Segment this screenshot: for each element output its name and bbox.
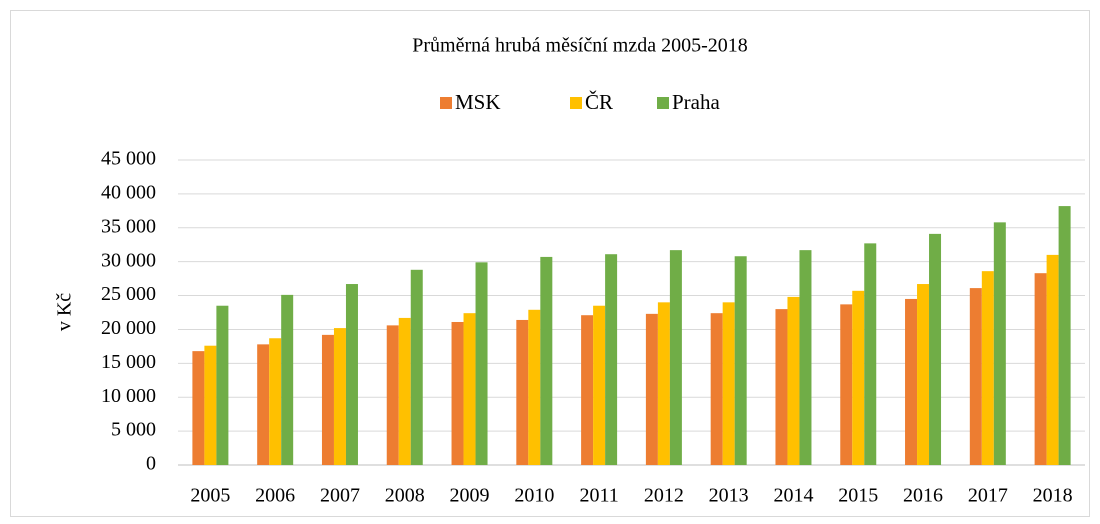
y-tick-label: 45 000 — [101, 148, 156, 170]
legend-swatch — [657, 97, 669, 109]
bar — [1046, 254, 1059, 465]
bar — [645, 313, 658, 465]
y-tick-label: 30 000 — [101, 249, 156, 271]
bar — [905, 298, 918, 465]
x-tick-label: 2011 — [579, 485, 618, 507]
y-tick-label: 20 000 — [101, 317, 156, 339]
bar — [929, 233, 942, 465]
y-axis-label: v Kč — [54, 293, 76, 331]
bar — [321, 334, 334, 465]
bar — [1034, 273, 1047, 465]
bar — [463, 313, 476, 465]
bar — [516, 319, 529, 465]
x-tick-label: 2008 — [385, 485, 425, 507]
legend-swatch — [570, 97, 582, 109]
y-tick-label: 40 000 — [101, 181, 156, 203]
x-tick-label: 2018 — [1033, 485, 1073, 507]
bar — [981, 271, 994, 465]
x-tick-label: 2013 — [709, 485, 749, 507]
y-tick-label: 10 000 — [101, 385, 156, 407]
bar — [281, 294, 294, 465]
bar — [799, 250, 812, 465]
bar — [475, 262, 488, 465]
bar — [410, 269, 423, 465]
bar — [1058, 206, 1071, 466]
bar — [657, 302, 670, 465]
bar — [216, 305, 229, 465]
bar — [345, 284, 358, 465]
bar — [969, 288, 982, 465]
bar — [528, 309, 541, 465]
legend-label: Praha — [672, 90, 720, 114]
y-tick-label: 15 000 — [101, 351, 156, 373]
chart-title: Průměrná hrubá měsíční mzda 2005-2018 — [412, 35, 747, 57]
bar — [386, 325, 399, 465]
bar — [734, 256, 747, 465]
y-tick-label: 5 000 — [111, 419, 156, 441]
bar — [710, 313, 723, 465]
bar — [192, 351, 205, 465]
x-tick-label: 2014 — [773, 485, 813, 507]
bar — [257, 344, 270, 465]
bar — [917, 284, 930, 465]
bar — [993, 222, 1006, 465]
bar — [605, 254, 618, 465]
x-tick-label: 2006 — [255, 485, 295, 507]
bar — [722, 302, 735, 465]
bar — [593, 305, 606, 465]
x-tick-label: 2017 — [968, 485, 1008, 507]
y-tick-label: 0 — [146, 453, 156, 475]
bar — [787, 296, 800, 465]
legend-label: MSK — [455, 90, 501, 114]
bar — [204, 345, 217, 465]
bar — [669, 250, 682, 465]
x-tick-label: 2007 — [320, 485, 360, 507]
x-tick-label: 2012 — [644, 485, 684, 507]
bar — [333, 328, 346, 465]
bar — [398, 317, 411, 465]
legend-label: ČR — [585, 90, 613, 114]
bar — [269, 338, 282, 465]
bar — [775, 309, 788, 465]
bar — [581, 315, 594, 465]
y-tick-label: 25 000 — [101, 283, 156, 305]
bar — [864, 243, 877, 465]
y-tick-label: 35 000 — [101, 215, 156, 237]
legend-swatch — [440, 97, 452, 109]
x-tick-label: 2016 — [903, 485, 943, 507]
bar — [451, 321, 464, 465]
x-tick-label: 2005 — [190, 485, 230, 507]
x-tick-label: 2009 — [450, 485, 490, 507]
x-tick-label: 2010 — [514, 485, 554, 507]
bar — [540, 256, 553, 465]
x-tick-label: 2015 — [838, 485, 878, 507]
bar — [852, 290, 865, 465]
bar — [840, 304, 853, 465]
